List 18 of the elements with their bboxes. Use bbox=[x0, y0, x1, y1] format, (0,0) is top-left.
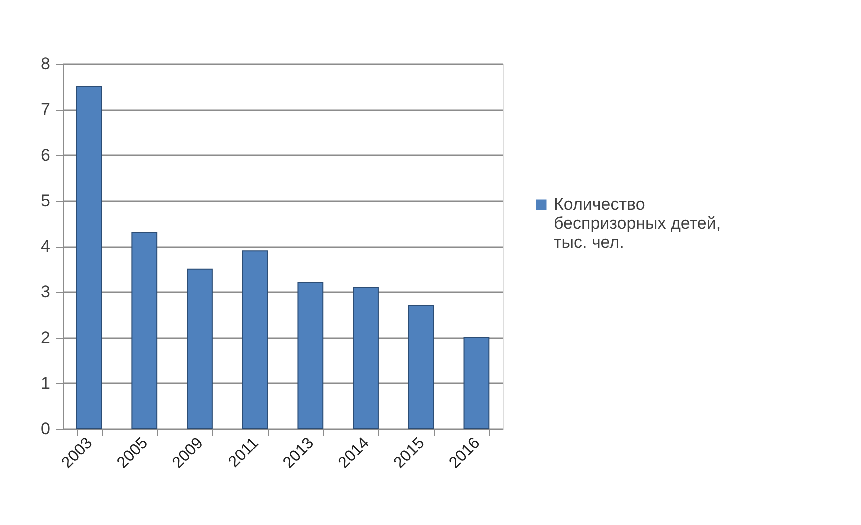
y-tick-label: 1 bbox=[41, 374, 50, 393]
y-tick-label: 3 bbox=[41, 282, 50, 302]
bar bbox=[187, 268, 213, 430]
bar bbox=[298, 282, 324, 430]
y-tick-label: 0 bbox=[41, 420, 50, 438]
bar bbox=[353, 287, 379, 430]
y-tick-label: 6 bbox=[41, 146, 50, 165]
y-tick-label: 7 bbox=[41, 100, 50, 120]
y-tick-label: 2 bbox=[41, 328, 50, 348]
bar bbox=[132, 232, 158, 430]
y-tick-label: 4 bbox=[41, 237, 50, 256]
bar bbox=[464, 337, 490, 430]
bar bbox=[242, 250, 268, 430]
y-tick-label: 8 bbox=[41, 54, 50, 74]
legend-label: Количество беспризорных детей, тыс. чел. bbox=[554, 195, 722, 252]
bar bbox=[76, 86, 102, 430]
bar bbox=[408, 305, 434, 430]
y-tick-label: 5 bbox=[41, 191, 50, 210]
